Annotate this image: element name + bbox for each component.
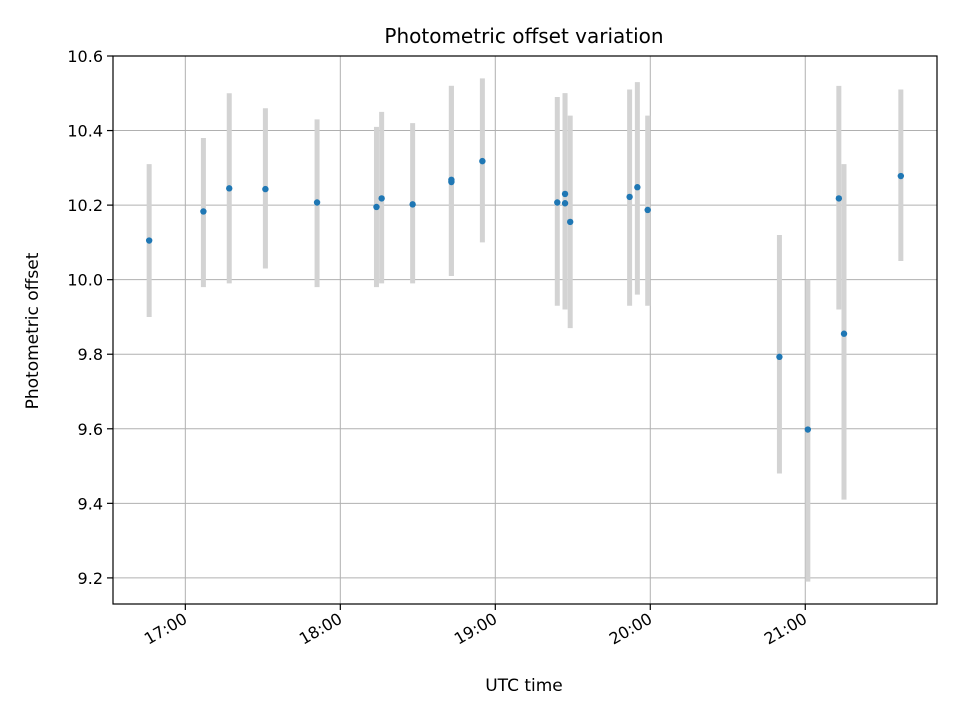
data-point — [835, 195, 843, 202]
data-point — [200, 208, 207, 215]
data-point — [626, 193, 633, 201]
grid-lines — [113, 55, 937, 604]
data-point — [897, 172, 905, 180]
data-point — [409, 201, 416, 208]
data-point — [313, 199, 321, 206]
data-point — [644, 206, 651, 214]
data-point — [561, 190, 569, 198]
chart-title: Photometric offset variation — [384, 24, 663, 48]
data-point — [804, 426, 812, 433]
y-axis-title: Photometric offset — [23, 252, 43, 409]
data-point — [567, 218, 574, 226]
data-point — [479, 157, 486, 165]
y-tick-label: 9.2 — [78, 569, 103, 588]
data-point — [634, 184, 641, 191]
y-axis-ticks: 9.2 9.4 9.6 9.8 10.0 10.2 10.4 10.6 — [67, 47, 113, 588]
y-tick-label: 10.4 — [67, 122, 103, 141]
x-axis-title: UTC time — [485, 676, 563, 696]
data-points — [145, 157, 905, 433]
y-tick-label: 9.6 — [78, 420, 103, 439]
plot-frame — [112, 55, 938, 605]
data-point — [226, 185, 233, 192]
data-point — [378, 195, 385, 202]
data-point — [448, 178, 455, 186]
data-point — [776, 353, 783, 361]
y-tick-label: 9.4 — [78, 494, 103, 513]
data-point — [145, 237, 153, 244]
data-point — [554, 199, 561, 206]
data-point — [840, 330, 848, 337]
y-tick-label: 10.0 — [67, 271, 103, 290]
data-point — [373, 203, 380, 211]
y-tick-label: 9.8 — [78, 345, 103, 364]
data-point — [262, 185, 269, 193]
data-point — [561, 200, 569, 207]
y-tick-label: 10.2 — [67, 196, 103, 215]
y-tick-label: 10.6 — [67, 47, 103, 66]
